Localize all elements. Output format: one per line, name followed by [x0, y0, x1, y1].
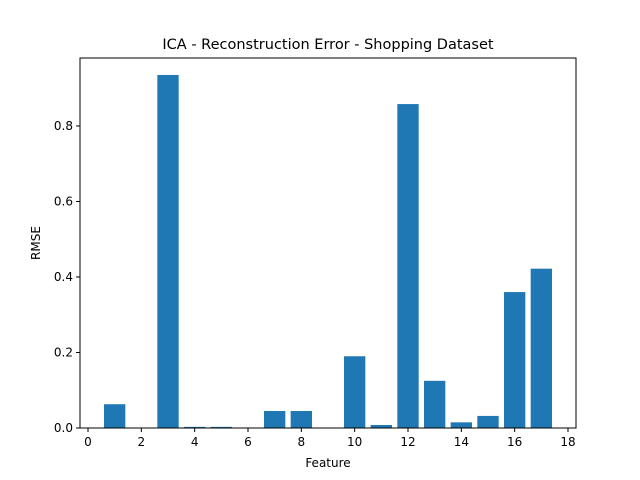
- x-tick-label: 6: [244, 435, 252, 449]
- bar-feature-7: [264, 411, 286, 428]
- y-tick-label: 0.8: [54, 119, 73, 133]
- plot-frame: [79, 57, 577, 429]
- chart-title: ICA - Reconstruction Error - Shopping Da…: [162, 37, 493, 53]
- bar-feature-1: [104, 404, 126, 428]
- y-tick-label: 0.0: [54, 421, 73, 435]
- x-tick-label: 12: [400, 435, 415, 449]
- bar-feature-15: [477, 415, 499, 428]
- x-tick-label: 2: [138, 435, 146, 449]
- y-tick-label: 0.4: [54, 270, 73, 284]
- y-tick-label: 0.2: [54, 345, 73, 359]
- bars-group: [104, 74, 552, 429]
- x-tick-label: 18: [560, 435, 575, 449]
- y-axis: 0.0 0.2 0.4 0.6 0.8: [54, 119, 80, 435]
- bar-feature-13: [424, 380, 446, 428]
- bar-feature-14: [450, 422, 472, 428]
- x-tick-label: 8: [298, 435, 306, 449]
- bar-feature-12: [397, 104, 419, 429]
- bar-feature-16: [504, 292, 526, 428]
- bar-feature-10: [344, 356, 366, 428]
- bar-feature-3: [157, 74, 179, 428]
- bar-feature-11: [370, 424, 392, 428]
- x-tick-label: 14: [454, 435, 469, 449]
- bar-feature-5: [210, 426, 232, 428]
- y-tick-label: 0.6: [54, 194, 73, 208]
- x-tick-label: 10: [347, 435, 362, 449]
- x-axis-label: Feature: [305, 456, 350, 470]
- x-tick-label: 16: [507, 435, 522, 449]
- bar-feature-17: [530, 268, 552, 428]
- y-axis-label: RMSE: [29, 226, 43, 260]
- bar-feature-4: [184, 426, 206, 428]
- x-axis: 0 2 4 6 8 10 12 14 16 18: [84, 428, 576, 449]
- x-tick-label: 4: [191, 435, 199, 449]
- x-tick-label: 0: [84, 435, 92, 449]
- bar-feature-8: [290, 411, 312, 428]
